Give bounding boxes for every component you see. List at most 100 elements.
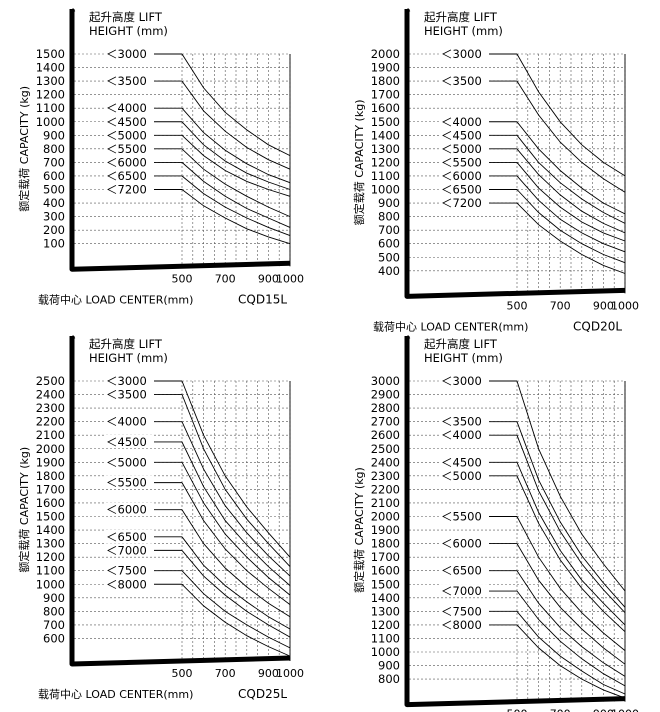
series-curve [181,394,291,567]
series-label-bg [104,475,154,489]
series-label: ＜6000 [106,155,147,169]
y-tick-label: 2100 [36,428,65,442]
series-curve [516,475,626,633]
series-label: ＜5500 [441,155,482,169]
x-tick-label: 900 [593,299,614,312]
y-tick-label: 400 [43,196,65,210]
series-curve [181,570,291,649]
y-tick-label: 1300 [371,604,400,618]
chart-title-line: HEIGHT (mm) [89,351,168,365]
y-tick-label: 2300 [371,469,400,483]
y-tick-label: 1100 [36,564,65,578]
y-tick-label: 2400 [36,388,65,402]
series-label-bg [439,617,489,631]
y-tick-label: 900 [43,591,65,605]
y-tick-label: 1100 [371,169,400,183]
series-label-bg [104,543,154,557]
series-label: ＜3500 [441,74,482,88]
series-curve [516,435,626,614]
series-curve [516,380,626,592]
series-curve [516,624,626,699]
y-tick-label: 800 [43,142,65,156]
series-label: ＜3000 [106,47,147,61]
series-label-bg [439,141,489,155]
series-label-bg [439,182,489,196]
series-label-bg [104,114,154,128]
x-axis-label: 载荷中心 LOAD CENTER(mm) [38,293,193,306]
series-label: ＜8000 [441,618,482,632]
series-label-bg [104,563,154,577]
series-label-bg [104,577,154,591]
series-label: ＜4500 [106,435,147,449]
series-label-bg [104,414,154,428]
series-label: ＜7000 [106,543,147,557]
series-curve [516,590,626,687]
series-label-bg [104,141,154,155]
chart-title-line: HEIGHT (mm) [424,351,503,365]
y-tick-label: 2900 [371,388,400,402]
y-tick-label: 200 [43,223,65,237]
y-tick-label: 1800 [371,537,400,551]
series-curve [516,189,626,264]
series-curve [516,80,626,193]
series-label-bg [104,529,154,543]
series-curve [181,175,291,237]
series-label-bg [104,502,154,516]
y-tick-label: 600 [378,237,400,251]
series-label: ＜4000 [441,428,482,442]
series-label-bg [104,74,154,88]
y-tick-label: 2300 [36,401,65,415]
y-tick-label: 1600 [371,101,400,115]
y-tick-label: 2400 [371,455,400,469]
x-tick-label: 500 [507,708,528,712]
series-label: ＜4500 [441,455,482,469]
fork-axis [69,9,291,272]
y-tick-label: 600 [43,631,65,645]
y-tick-label: 2100 [371,496,400,510]
x-tick-label: 900 [258,667,279,680]
x-tick-label: 700 [215,272,236,285]
y-tick-label: 1700 [371,550,400,564]
y-tick-label: 1100 [371,631,400,645]
x-axis-label: 载荷中心 LOAD CENTER(mm) [38,688,193,701]
fork-axis [404,9,626,299]
y-tick-label: 1200 [36,88,65,102]
y-tick-label: 1600 [371,564,400,578]
series-curve [181,148,291,218]
y-tick-label: 500 [378,250,400,264]
series-label: ＜3000 [441,47,482,61]
y-tick-label: 2000 [36,442,65,456]
y-tick-label: 1400 [371,128,400,142]
y-tick-label: 3000 [371,374,400,388]
y-tick-label: 1400 [371,591,400,605]
y-tick-label: 700 [43,618,65,632]
series-label: ＜4000 [441,115,482,129]
series-label: ＜3500 [106,74,147,88]
series-label: ＜6500 [106,169,147,183]
series-curve [181,107,291,184]
y-tick-label: 1800 [36,469,65,483]
y-tick-label: 1500 [36,47,65,61]
chart-title-line: 起升高度 LIFT [424,337,498,351]
y-tick-label: 1200 [371,618,400,632]
series-label: ＜7000 [441,584,482,598]
y-tick-label: 400 [378,264,400,278]
series-curve [516,121,626,215]
series-label-bg [439,428,489,442]
y-tick-label: 300 [43,210,65,224]
y-tick-label: 700 [378,223,400,237]
series-label-bg [439,47,489,60]
series-label: ＜4500 [106,115,147,129]
fork-tip [405,8,411,13]
x-tick-label: 700 [550,708,571,712]
fork-tip [70,8,76,13]
chart-title-line: 起升高度 LIFT [424,10,498,24]
series-label-bg [104,101,154,115]
y-tick-label: 2500 [371,442,400,456]
series-curve [181,441,291,586]
y-tick-label: 1300 [371,142,400,156]
y-tick-label: 1000 [371,645,400,659]
y-axis-label: 额定载荷 CAPACITY (kg) [17,86,31,212]
